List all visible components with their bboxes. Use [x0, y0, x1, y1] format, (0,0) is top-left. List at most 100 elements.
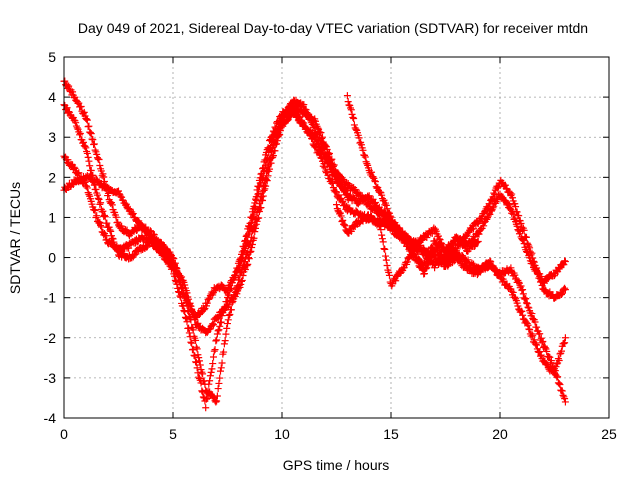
data-point — [107, 227, 115, 235]
data-point — [257, 179, 265, 187]
data-point — [561, 334, 569, 342]
data-point — [444, 254, 452, 262]
x-tick-label: 15 — [383, 426, 399, 442]
data-point — [547, 357, 555, 365]
data-point — [122, 200, 130, 208]
data-point — [263, 155, 271, 163]
data-point — [561, 398, 569, 406]
data-point — [526, 326, 534, 334]
data-point — [96, 200, 104, 208]
data-point — [188, 339, 196, 347]
data-point — [72, 122, 80, 130]
data-point — [266, 165, 274, 173]
data-point — [212, 337, 220, 345]
data-point — [276, 119, 284, 127]
data-point — [435, 235, 443, 243]
data-point — [474, 238, 482, 246]
data-point — [484, 203, 492, 211]
data-point — [98, 208, 106, 216]
y-tick-label: 1 — [48, 209, 56, 225]
data-point — [507, 206, 515, 214]
data-point — [96, 162, 104, 170]
data-point — [194, 369, 202, 377]
data-point — [539, 337, 547, 345]
data-point — [377, 226, 385, 234]
data-point — [414, 240, 422, 248]
data-point — [322, 154, 330, 162]
data-point — [243, 262, 251, 270]
data-point — [94, 218, 102, 226]
data-point — [413, 257, 421, 265]
series-track-4 — [60, 99, 351, 322]
data-point — [359, 217, 367, 225]
data-point — [449, 241, 457, 249]
data-point — [378, 235, 386, 243]
data-point — [484, 205, 492, 213]
data-point — [252, 224, 260, 232]
chart-title: Day 049 of 2021, Sidereal Day-to-day VTE… — [78, 20, 588, 36]
data-point — [210, 347, 218, 355]
data-point — [271, 147, 279, 155]
data-point — [355, 134, 363, 142]
data-point — [97, 199, 105, 207]
data-point — [178, 283, 186, 291]
data-point — [202, 404, 210, 412]
data-point — [530, 336, 538, 344]
data-point — [216, 311, 224, 319]
data-point — [536, 348, 544, 356]
data-point — [403, 258, 411, 266]
data-point — [491, 267, 499, 275]
data-point — [85, 157, 93, 165]
data-point — [561, 284, 569, 292]
data-point — [267, 142, 275, 150]
data-point — [426, 257, 434, 265]
data-point — [247, 247, 255, 255]
data-point — [277, 115, 285, 123]
data-point — [330, 161, 338, 169]
data-point — [79, 138, 87, 146]
data-point — [385, 271, 393, 279]
data-point — [74, 169, 82, 177]
data-point — [533, 264, 541, 272]
data-point — [536, 272, 544, 280]
data-point — [265, 148, 273, 156]
data-point — [376, 222, 384, 230]
data-point — [558, 387, 566, 395]
x-tick-label: 0 — [60, 426, 68, 442]
data-point — [310, 131, 318, 139]
data-point — [195, 373, 203, 381]
data-point — [174, 269, 182, 277]
data-point — [359, 146, 367, 154]
data-point — [209, 393, 217, 401]
data-point — [99, 207, 107, 215]
data-point — [100, 173, 108, 181]
data-point — [318, 148, 326, 156]
data-point — [347, 106, 355, 114]
data-point — [537, 334, 545, 342]
data-point — [205, 295, 213, 303]
data-point — [198, 368, 206, 376]
data-point — [284, 116, 292, 124]
data-point — [254, 190, 262, 198]
data-point — [356, 139, 364, 147]
data-point — [480, 222, 488, 230]
data-point — [255, 190, 263, 198]
data-point — [417, 236, 425, 244]
data-point — [268, 138, 276, 146]
data-point — [209, 360, 217, 368]
data-point — [95, 195, 103, 203]
data-point — [95, 156, 103, 164]
data-point — [224, 320, 231, 328]
data-point — [97, 222, 105, 230]
data-point — [486, 200, 494, 208]
data-point — [269, 136, 277, 144]
data-point — [302, 124, 310, 132]
data-point — [369, 173, 377, 181]
data-point — [558, 291, 566, 299]
data-point — [223, 324, 231, 332]
data-point — [262, 182, 270, 190]
data-point — [192, 336, 200, 344]
data-point — [530, 258, 538, 266]
x-axis-label: GPS time / hours — [283, 457, 390, 473]
